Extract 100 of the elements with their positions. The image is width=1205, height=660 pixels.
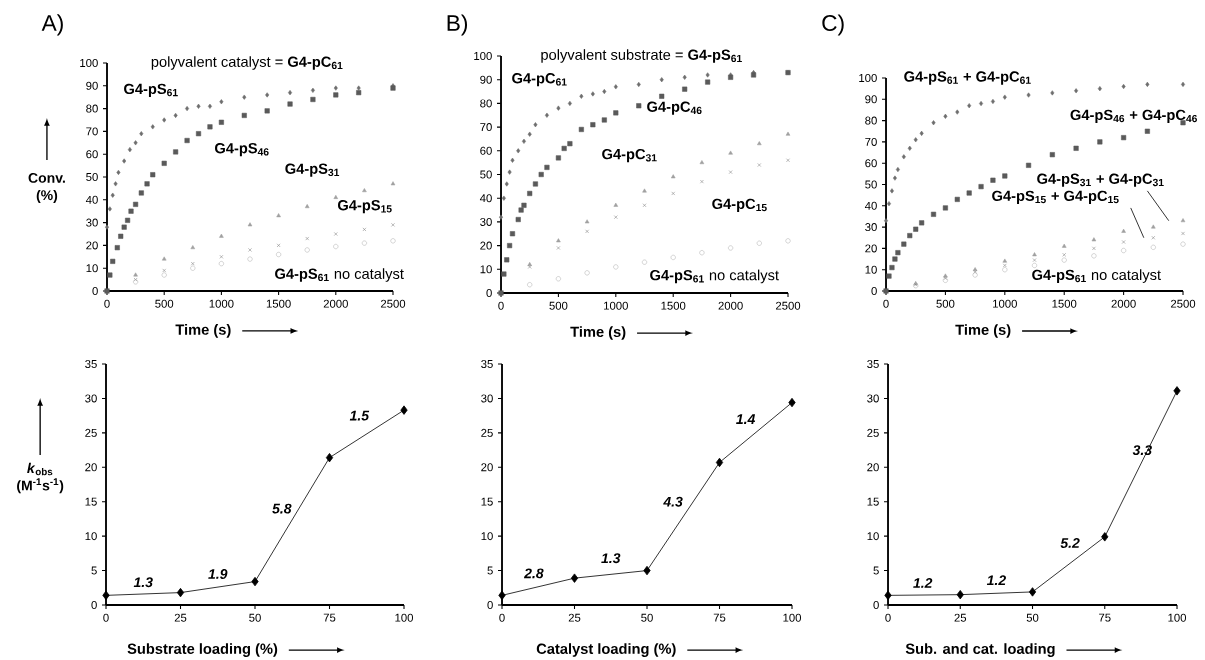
x-tick-label: 75 bbox=[713, 613, 726, 622]
x-tick-label: 2500 bbox=[1170, 299, 1196, 308]
x-axis-title: Time (s) bbox=[570, 326, 626, 340]
y-tick-label: 70 bbox=[865, 137, 877, 146]
x-tick-label: 50 bbox=[641, 613, 653, 622]
text: G4-pS$_{31}$ bbox=[285, 163, 340, 177]
x-tick-label: 25 bbox=[954, 613, 967, 622]
y-tick-label: 30 bbox=[867, 394, 879, 403]
annotation: 1.4 bbox=[736, 414, 756, 424]
annotation: 1.9 bbox=[208, 569, 228, 579]
x-tick-label: 1500 bbox=[266, 299, 291, 308]
text: G4-pS$_{61}$ + G4-pC$_{61}$ bbox=[904, 71, 1031, 85]
text: G4-pS$_{15}$ + G4-pC$_{15}$ bbox=[992, 190, 1119, 204]
text: G4-pC$_{46}$ bbox=[647, 101, 702, 115]
x-tick-label: 2000 bbox=[1111, 299, 1136, 308]
annotation: 1.5 bbox=[349, 410, 370, 421]
x-axis-title: Substrate loading (%) bbox=[127, 643, 278, 657]
x-tick-label: 500 bbox=[549, 301, 568, 310]
y-tick-label: 50 bbox=[865, 180, 877, 189]
annotation: 1.2 bbox=[913, 578, 933, 588]
y-tick-label: 25 bbox=[481, 428, 493, 437]
y-tick-label: 60 bbox=[86, 150, 98, 159]
text: G4-pC$_{15}$ bbox=[712, 198, 767, 212]
y-tick-label: 5 bbox=[873, 566, 879, 575]
text: B) bbox=[447, 14, 468, 36]
y-tick-label: 90 bbox=[86, 81, 98, 90]
x-tick-label: 2000 bbox=[718, 301, 743, 310]
y-tick-label: 10 bbox=[480, 265, 492, 274]
y-tick-label: 90 bbox=[480, 75, 492, 84]
y-tick-label: 30 bbox=[86, 218, 98, 227]
y-tick-label: 35 bbox=[85, 360, 97, 369]
y-tick-label: 80 bbox=[865, 116, 877, 125]
y-tick-label: 30 bbox=[481, 394, 493, 403]
x-axis-title: Sub. and cat. loading bbox=[905, 643, 1055, 657]
y-tick-label: 20 bbox=[481, 463, 493, 472]
annotation: 5.8 bbox=[272, 503, 292, 514]
y-tick-label: 100 bbox=[80, 58, 98, 67]
y-tick-label: 15 bbox=[481, 497, 493, 506]
x-tick-label: 1500 bbox=[1052, 299, 1077, 308]
y-tick-label: 30 bbox=[85, 394, 97, 403]
y-tick-label: 50 bbox=[86, 172, 98, 181]
text: G4-pS$_{61}$ no catalyst bbox=[650, 269, 779, 284]
y-tick-label: 10 bbox=[865, 265, 877, 274]
text: G4-pS$_{31}$ + G4-pC$_{31}$ bbox=[1037, 173, 1164, 187]
x-tick-label: 100 bbox=[1168, 613, 1187, 622]
y-tick-label: 80 bbox=[480, 99, 492, 108]
x-tick-label: 1500 bbox=[661, 301, 686, 310]
y-axis-title: k$_{obs}$ (M$^{-1}$s$^{-1}$) bbox=[17, 462, 64, 494]
annotation: 1.2 bbox=[986, 575, 1006, 586]
x-tick-label: 50 bbox=[1026, 613, 1039, 622]
y-tick-label: 0 bbox=[486, 288, 492, 297]
x-tick-label: 500 bbox=[155, 299, 174, 308]
annotation: 4.3 bbox=[663, 496, 683, 507]
x-axis-title: Catalyst loading (%) bbox=[536, 643, 676, 657]
x-axis-title: Time (s) bbox=[175, 324, 231, 338]
text: C) bbox=[822, 14, 844, 36]
x-tick-label: 75 bbox=[323, 613, 336, 622]
y-tick-label: 90 bbox=[865, 95, 877, 104]
y-tick-label: 0 bbox=[871, 286, 877, 295]
y-tick-label: 20 bbox=[865, 244, 877, 253]
chart-title: polyvalent substrate = G4-pS$_{61}$ bbox=[541, 49, 742, 63]
y-tick-label: 5 bbox=[487, 566, 493, 575]
annotation: 2.8 bbox=[523, 568, 544, 579]
y-tick-label: 0 bbox=[873, 601, 879, 609]
chart-title: polyvalent catalyst = G4-pC$_{61}$ bbox=[151, 56, 343, 70]
text: G4-pS$_{46}$ bbox=[215, 143, 269, 157]
y-tick-label: 50 bbox=[480, 170, 492, 179]
annotation: 5.2 bbox=[1060, 538, 1080, 548]
y-tick-label: 40 bbox=[85, 195, 98, 204]
y-tick-label: 20 bbox=[86, 241, 98, 250]
x-tick-label: 100 bbox=[783, 613, 802, 622]
y-tick-label: 20 bbox=[85, 463, 97, 472]
y-tick-label: 10 bbox=[85, 532, 97, 541]
y-tick-label: 70 bbox=[86, 127, 98, 136]
y-tick-label: 0 bbox=[487, 601, 493, 609]
x-tick-label: 0 bbox=[883, 299, 889, 308]
annotation: 1.3 bbox=[601, 553, 621, 564]
x-tick-label: 500 bbox=[936, 299, 955, 308]
y-tick-label: 5 bbox=[91, 566, 97, 575]
x-tick-label: 0 bbox=[103, 613, 109, 622]
x-tick-label: 0 bbox=[498, 301, 504, 310]
y-axis-title: Conv. (%) bbox=[28, 172, 65, 203]
x-tick-label: 100 bbox=[395, 613, 414, 622]
x-tick-label: 2500 bbox=[380, 299, 406, 308]
y-tick-label: 20 bbox=[480, 241, 492, 250]
y-tick-label: 80 bbox=[86, 104, 98, 113]
x-tick-label: 25 bbox=[568, 613, 581, 622]
text: G4-pS$_{15}$ bbox=[338, 200, 392, 214]
text: G4-pC$_{31}$ bbox=[602, 148, 657, 163]
y-tick-label: 35 bbox=[867, 360, 879, 369]
x-tick-label: 1000 bbox=[209, 299, 234, 308]
y-tick-label: 40 bbox=[864, 201, 877, 210]
y-tick-label: 20 bbox=[867, 463, 879, 472]
y-tick-label: 25 bbox=[85, 428, 97, 437]
y-tick-label: 70 bbox=[480, 123, 492, 132]
text: G4-pS$_{61}$ no catalyst bbox=[275, 268, 404, 282]
x-tick-label: 1000 bbox=[604, 301, 628, 310]
x-tick-label: 0 bbox=[885, 613, 891, 622]
y-tick-label: 10 bbox=[867, 532, 879, 541]
annotation: 3.3 bbox=[1132, 445, 1152, 456]
